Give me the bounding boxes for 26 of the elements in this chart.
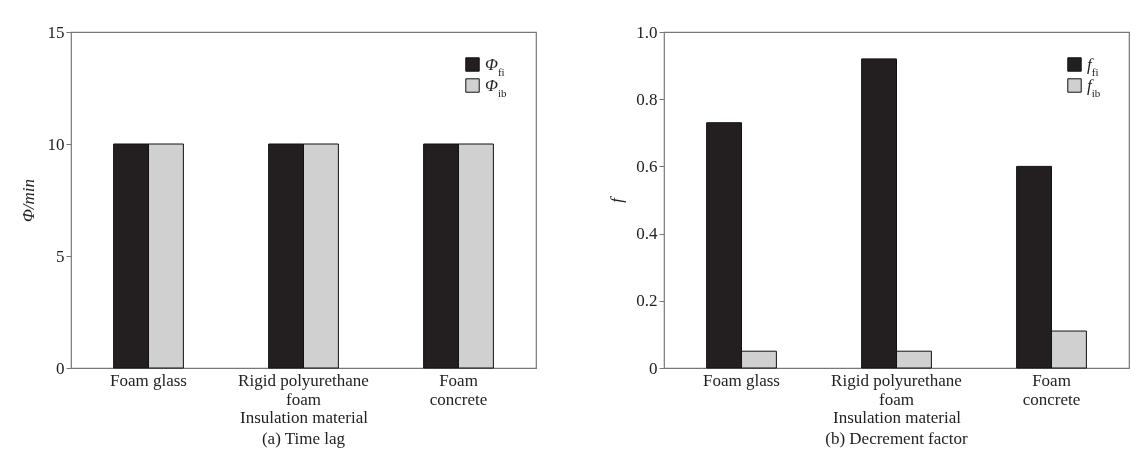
y-tick-label: 15: [47, 22, 65, 42]
y-tick-label: 0: [56, 358, 65, 378]
y-tick-label: 5: [56, 246, 65, 266]
y-axis-title: Φ/min: [18, 178, 38, 223]
x-tick-label: Foam glass: [703, 370, 780, 390]
legend-label: f$_{fi}$: [1087, 54, 1099, 78]
x-axis-title: Insulation material: [833, 407, 962, 427]
text: (a) Time lag: [261, 429, 346, 448]
y-axis-title: f: [607, 195, 627, 203]
y-tick-label: 1.0: [636, 22, 658, 42]
y-tick-label: 0.4: [636, 224, 658, 244]
x-axis-title: Insulation material: [240, 407, 369, 427]
y-tick-label: 10: [47, 134, 65, 154]
y-tick-label: 0.6: [636, 156, 658, 176]
x-tick-label: Rigid polyurethane foam: [238, 370, 369, 409]
text: (b) Decrement factor: [825, 429, 969, 448]
x-tick-label: Foam concrete: [1022, 370, 1081, 409]
legend-label: Φ$_{fi}$: [485, 54, 505, 78]
y-tick-label: 0: [649, 358, 658, 378]
legend-label: f$_{ib}$: [1087, 75, 1101, 99]
legend-label: Φ$_{ib}$: [485, 75, 508, 99]
x-tick-label: Rigid polyurethane foam: [831, 370, 962, 409]
x-tick-label: Foam concrete: [429, 370, 488, 409]
x-tick-label: Foam glass: [110, 370, 187, 390]
y-tick-label: 0.2: [636, 291, 658, 311]
y-tick-label: 0.8: [636, 89, 658, 109]
